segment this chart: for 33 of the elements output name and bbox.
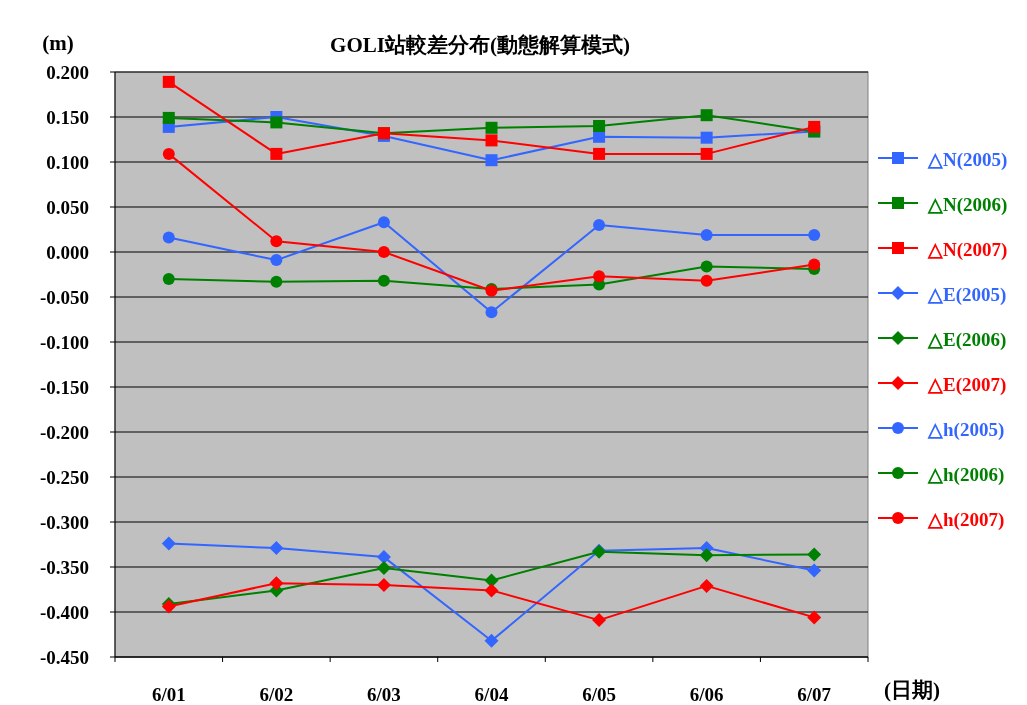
legend-label: △N(2007) <box>927 239 1008 261</box>
legend-label: △E(2006) <box>927 329 1007 351</box>
x-tick-label: 6/04 <box>474 684 509 705</box>
legend-label: △h(2005) <box>927 419 1005 441</box>
legend-label: △h(2007) <box>927 509 1005 531</box>
y-tick-label: 0.200 <box>46 62 89 83</box>
y-tick-label: -0.200 <box>39 422 89 443</box>
legend-label: △E(2005) <box>927 284 1007 306</box>
x-tick-label: 6/06 <box>689 684 724 705</box>
legend-label: △N(2006) <box>927 194 1008 216</box>
y-tick-label: -0.250 <box>39 467 89 488</box>
y-tick-label: 0.150 <box>46 107 89 128</box>
x-axis-title: (日期) <box>884 678 940 702</box>
y-tick-label: -0.350 <box>39 557 89 578</box>
y-tick-label: -0.450 <box>39 647 89 668</box>
y-axis-title: (m) <box>42 31 74 55</box>
y-tick-label: -0.050 <box>39 287 89 308</box>
y-tick-label: 0.100 <box>46 152 89 173</box>
y-tick-label: -0.150 <box>39 377 89 398</box>
x-tick-label: 6/05 <box>582 684 616 705</box>
y-tick-label: 0.000 <box>46 242 89 263</box>
y-tick-label: -0.100 <box>39 332 89 353</box>
legend-label: △E(2007) <box>927 374 1007 396</box>
legend-label: △N(2005) <box>927 149 1008 171</box>
chart-title: GOLI站較差分布(動態解算模式) <box>330 33 630 57</box>
y-tick-label: -0.300 <box>39 512 89 533</box>
legend-label: △h(2006) <box>927 464 1005 486</box>
x-tick-label: 6/01 <box>151 684 186 705</box>
x-tick-label: 6/03 <box>367 684 401 705</box>
y-tick-label: -0.400 <box>39 602 89 623</box>
y-tick-label: 0.050 <box>46 197 89 218</box>
x-tick-label: 6/02 <box>259 684 294 705</box>
x-tick-label: 6/07 <box>797 684 832 705</box>
